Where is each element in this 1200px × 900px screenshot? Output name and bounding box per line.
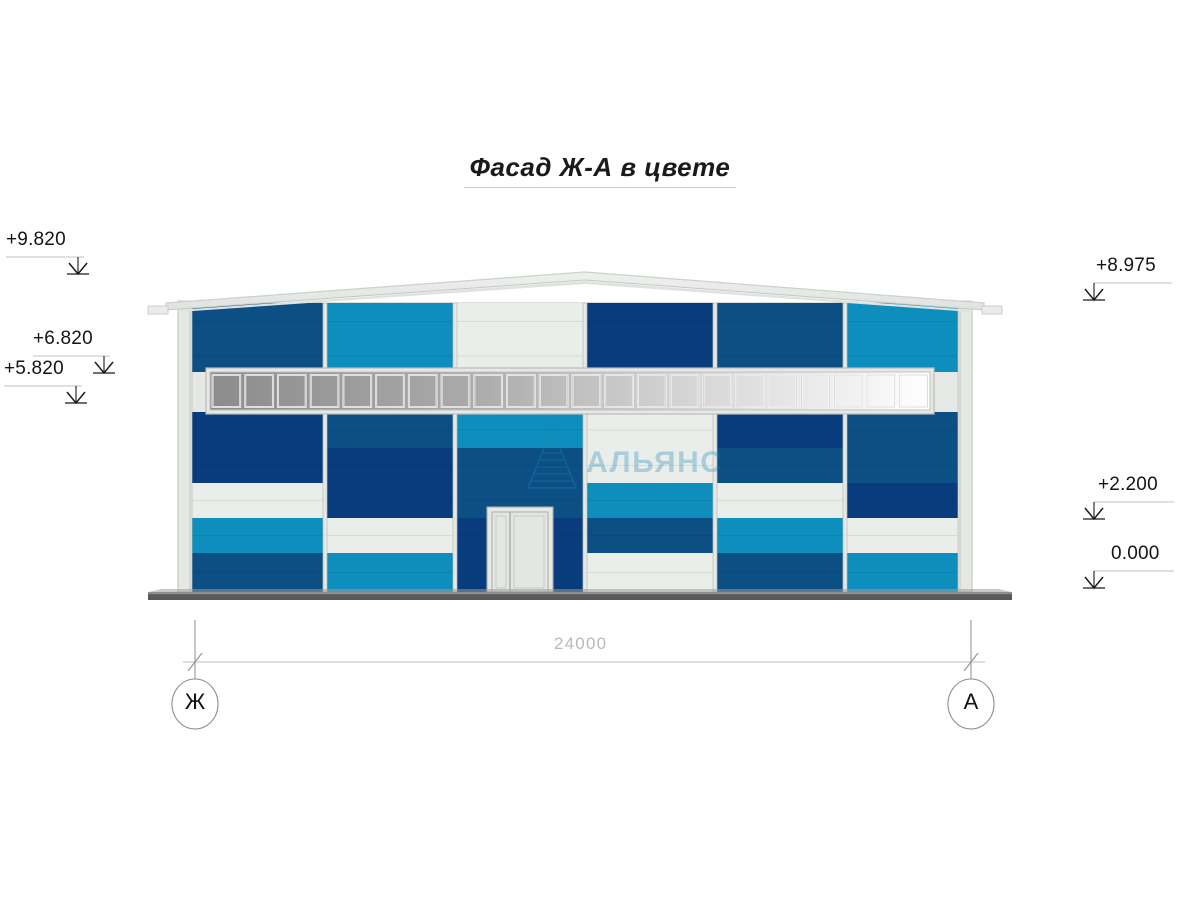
facade-column xyxy=(452,302,458,593)
window-pane xyxy=(866,374,896,408)
window-pane xyxy=(407,374,438,408)
level-label-lvl-8975: +8.975 xyxy=(1096,255,1156,276)
window-pane xyxy=(211,374,242,408)
ground-line xyxy=(148,589,1012,600)
facade-panel xyxy=(457,412,583,448)
entrance-door[interactable] xyxy=(486,506,554,593)
facade-panel xyxy=(717,303,843,340)
facade-panel xyxy=(847,483,958,518)
facade-panel xyxy=(847,518,958,553)
window-pane xyxy=(440,374,471,408)
facade-panel xyxy=(457,303,583,340)
facade-panel xyxy=(192,448,323,483)
facade-panel xyxy=(457,340,583,372)
window-pane xyxy=(636,374,667,408)
facade-panel xyxy=(717,483,843,518)
facade-panel xyxy=(717,448,843,483)
window-pane xyxy=(702,374,733,408)
window-pane xyxy=(506,374,536,408)
facade-panel xyxy=(327,483,453,518)
facade-panel xyxy=(587,518,713,553)
facade-panel xyxy=(717,412,843,448)
window-pane xyxy=(244,374,274,408)
watermark-logo: АЛЬЯНС строительная компания xyxy=(526,425,723,490)
facade-panel xyxy=(327,340,453,372)
window-pane xyxy=(604,374,634,408)
ground-band xyxy=(148,592,1012,600)
axis-label-axis-zh: Ж xyxy=(184,689,206,714)
window-pane xyxy=(375,374,405,408)
ribbon-window xyxy=(205,367,935,415)
window-pane xyxy=(342,374,373,408)
window-pane xyxy=(898,374,929,408)
facade-panel xyxy=(327,553,453,592)
facade-panel xyxy=(192,483,323,518)
window-pane xyxy=(833,374,864,408)
level-label-lvl-2200: +2.200 xyxy=(1098,474,1158,495)
door-leafs xyxy=(491,511,549,593)
facade-panel xyxy=(192,553,323,592)
level-markers-group xyxy=(4,256,1174,590)
facade-panel xyxy=(587,448,713,483)
facade-panel xyxy=(327,303,453,340)
axis-bubbles-group xyxy=(171,620,995,730)
window-pane xyxy=(735,374,765,408)
facade-panel xyxy=(192,412,323,448)
facade-panel xyxy=(847,340,958,372)
window-pane xyxy=(309,374,340,408)
facade-panel xyxy=(327,412,453,448)
level-label-lvl-9820: +9.820 xyxy=(6,229,66,250)
window-pane xyxy=(767,374,798,408)
window-pane xyxy=(276,374,307,408)
level-label-lvl-5820: +5.820 xyxy=(4,358,64,379)
facade-group xyxy=(177,300,973,593)
facade-panel xyxy=(717,553,843,592)
dimension-line-group xyxy=(183,652,985,672)
window-pane xyxy=(800,374,831,408)
roof-group xyxy=(147,271,1003,315)
facade-column xyxy=(842,302,848,593)
facade-panel xyxy=(587,340,713,372)
eave-right xyxy=(981,305,1003,315)
window-pane xyxy=(669,374,700,408)
facade-panel xyxy=(327,518,453,553)
facade-panel xyxy=(587,412,713,448)
facade-panel xyxy=(327,448,453,483)
axis-bubble xyxy=(171,678,219,730)
axis-bubble xyxy=(947,678,995,730)
svg-text:АЛЬЯНС: АЛЬЯНС xyxy=(586,446,723,479)
facade-panel xyxy=(587,303,713,340)
facade-panel xyxy=(587,553,713,592)
facade-panel xyxy=(717,518,843,553)
facade-panel xyxy=(717,340,843,372)
eave-left xyxy=(147,305,169,315)
facade-column xyxy=(322,302,328,593)
facade-panel xyxy=(847,412,958,448)
facade-panel xyxy=(192,340,323,372)
window-pane xyxy=(571,374,602,408)
level-label-lvl-6820: +6.820 xyxy=(33,328,93,349)
level-label-lvl-0000: 0.000 xyxy=(1111,543,1160,564)
svg-text:строительная компания: строительная компания xyxy=(588,481,710,490)
window-pane xyxy=(473,374,504,408)
window-pane xyxy=(538,374,569,408)
facade-panel xyxy=(587,483,713,518)
dimension-value: 24000 xyxy=(554,634,608,653)
facade-panel xyxy=(192,518,323,553)
facade-panel xyxy=(847,448,958,483)
axis-label-axis-a: А xyxy=(963,689,979,714)
facade-panel xyxy=(847,553,958,592)
facade-panel xyxy=(457,448,583,483)
